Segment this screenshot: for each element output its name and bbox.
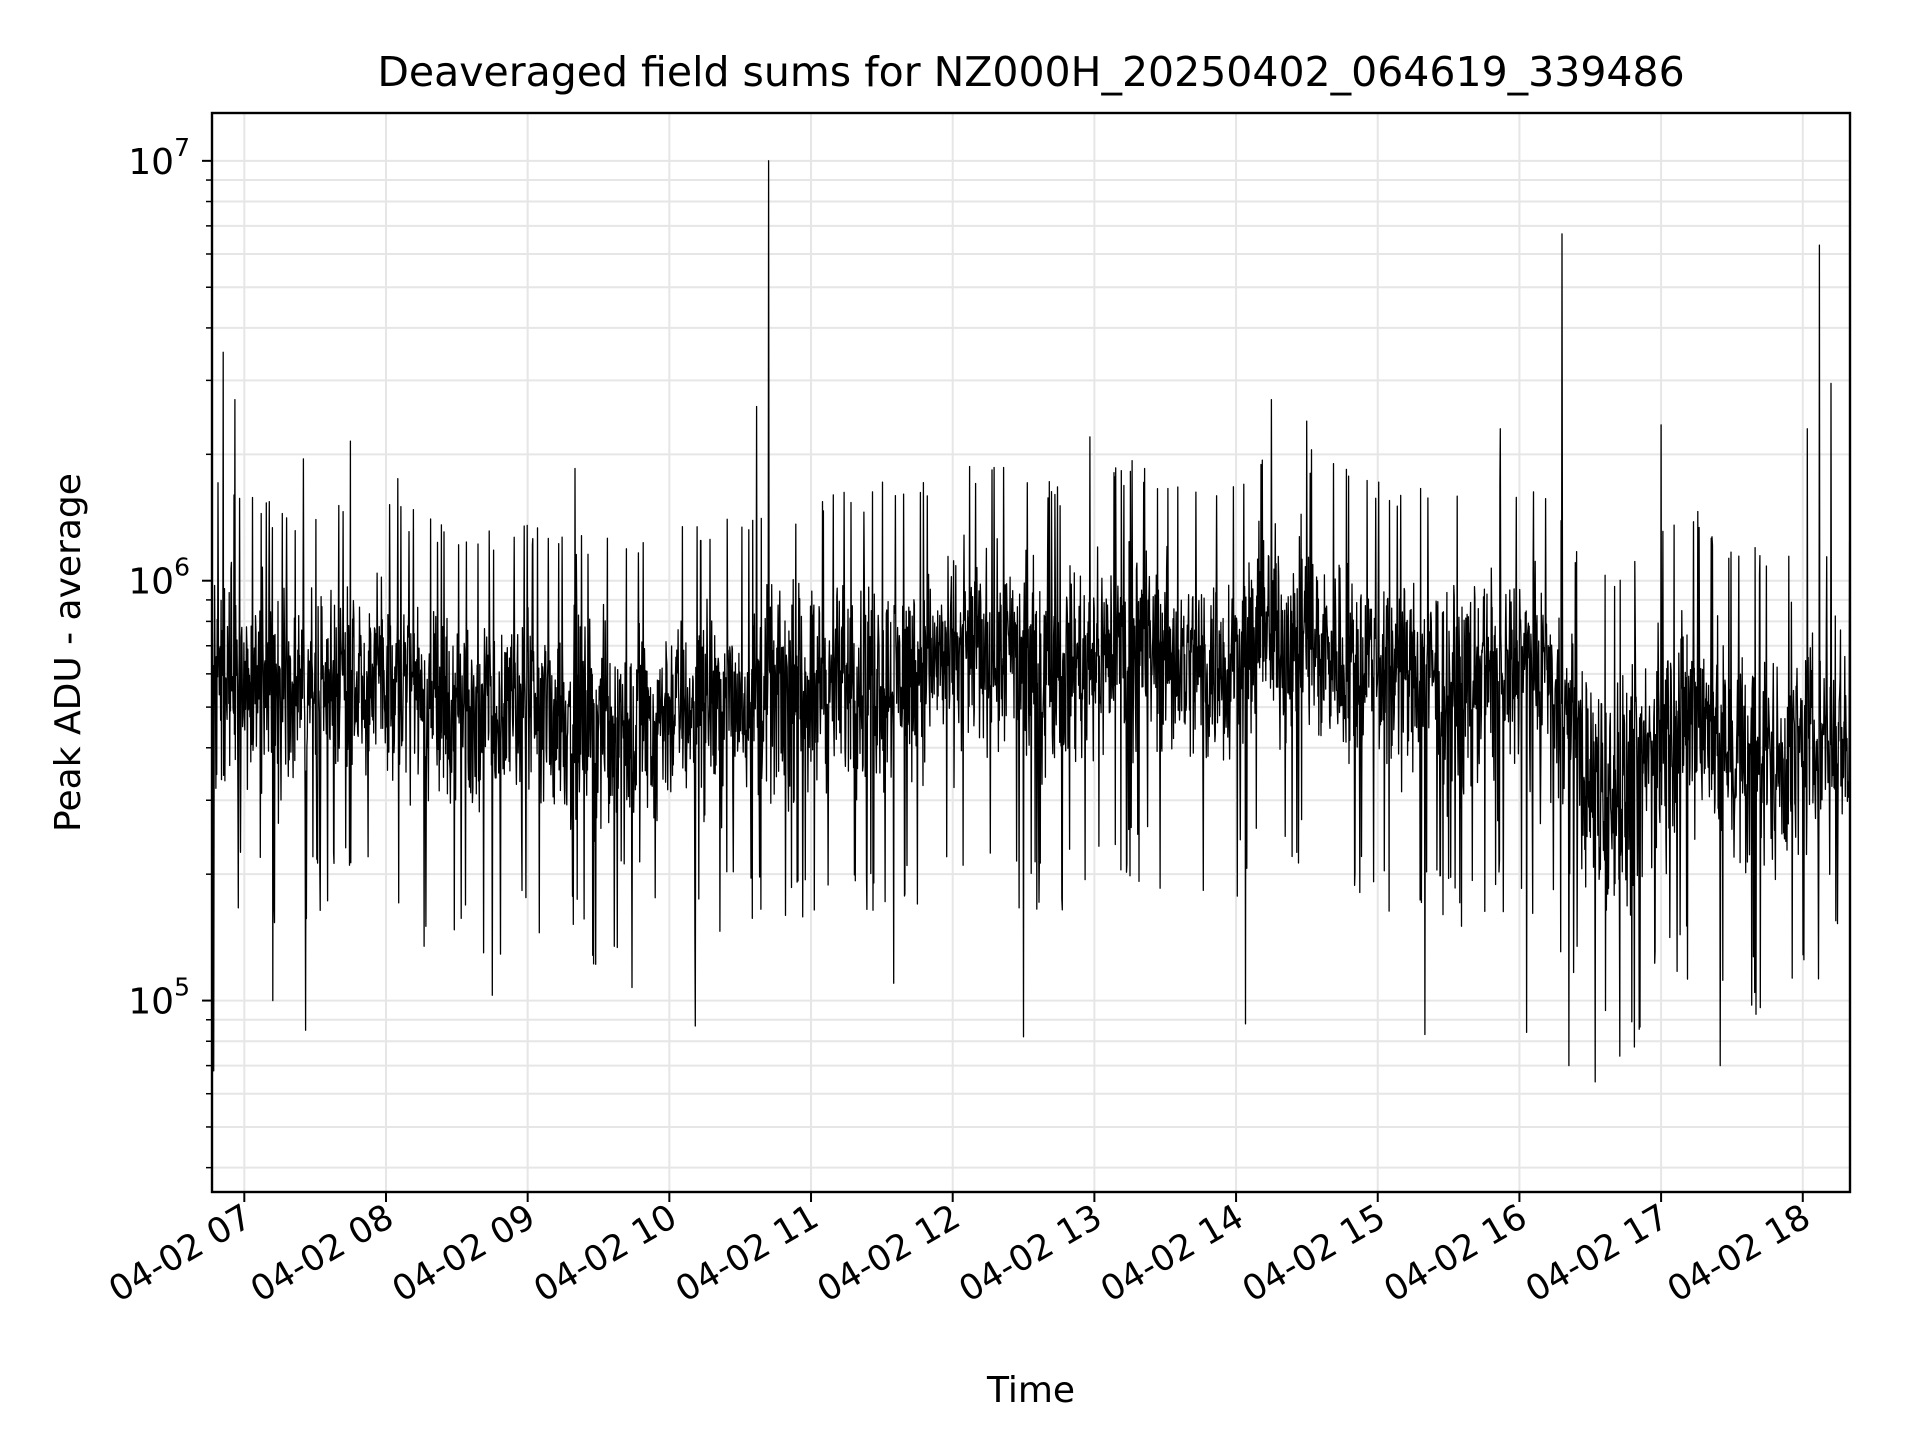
y-tick-label: 107 — [128, 133, 190, 183]
plot-frame — [210, 111, 1852, 1194]
x-axis-label: Time — [986, 1370, 1075, 1411]
chart-title: Deaveraged field sums for NZ000H_2025040… — [377, 48, 1684, 96]
y-tick-exponent: 6 — [174, 553, 190, 582]
y-tick-label: 106 — [128, 553, 190, 603]
y-tick-base: 10 — [128, 562, 174, 603]
y-tick-base: 10 — [128, 982, 174, 1023]
y-tick-exponent: 7 — [174, 133, 190, 162]
y-axis-label: Peak ADU - average — [48, 473, 89, 832]
y-tick-exponent: 5 — [174, 973, 190, 1002]
y-tick-base: 10 — [128, 142, 174, 183]
y-tick-label: 105 — [128, 973, 190, 1023]
series-line — [211, 160, 1851, 1159]
